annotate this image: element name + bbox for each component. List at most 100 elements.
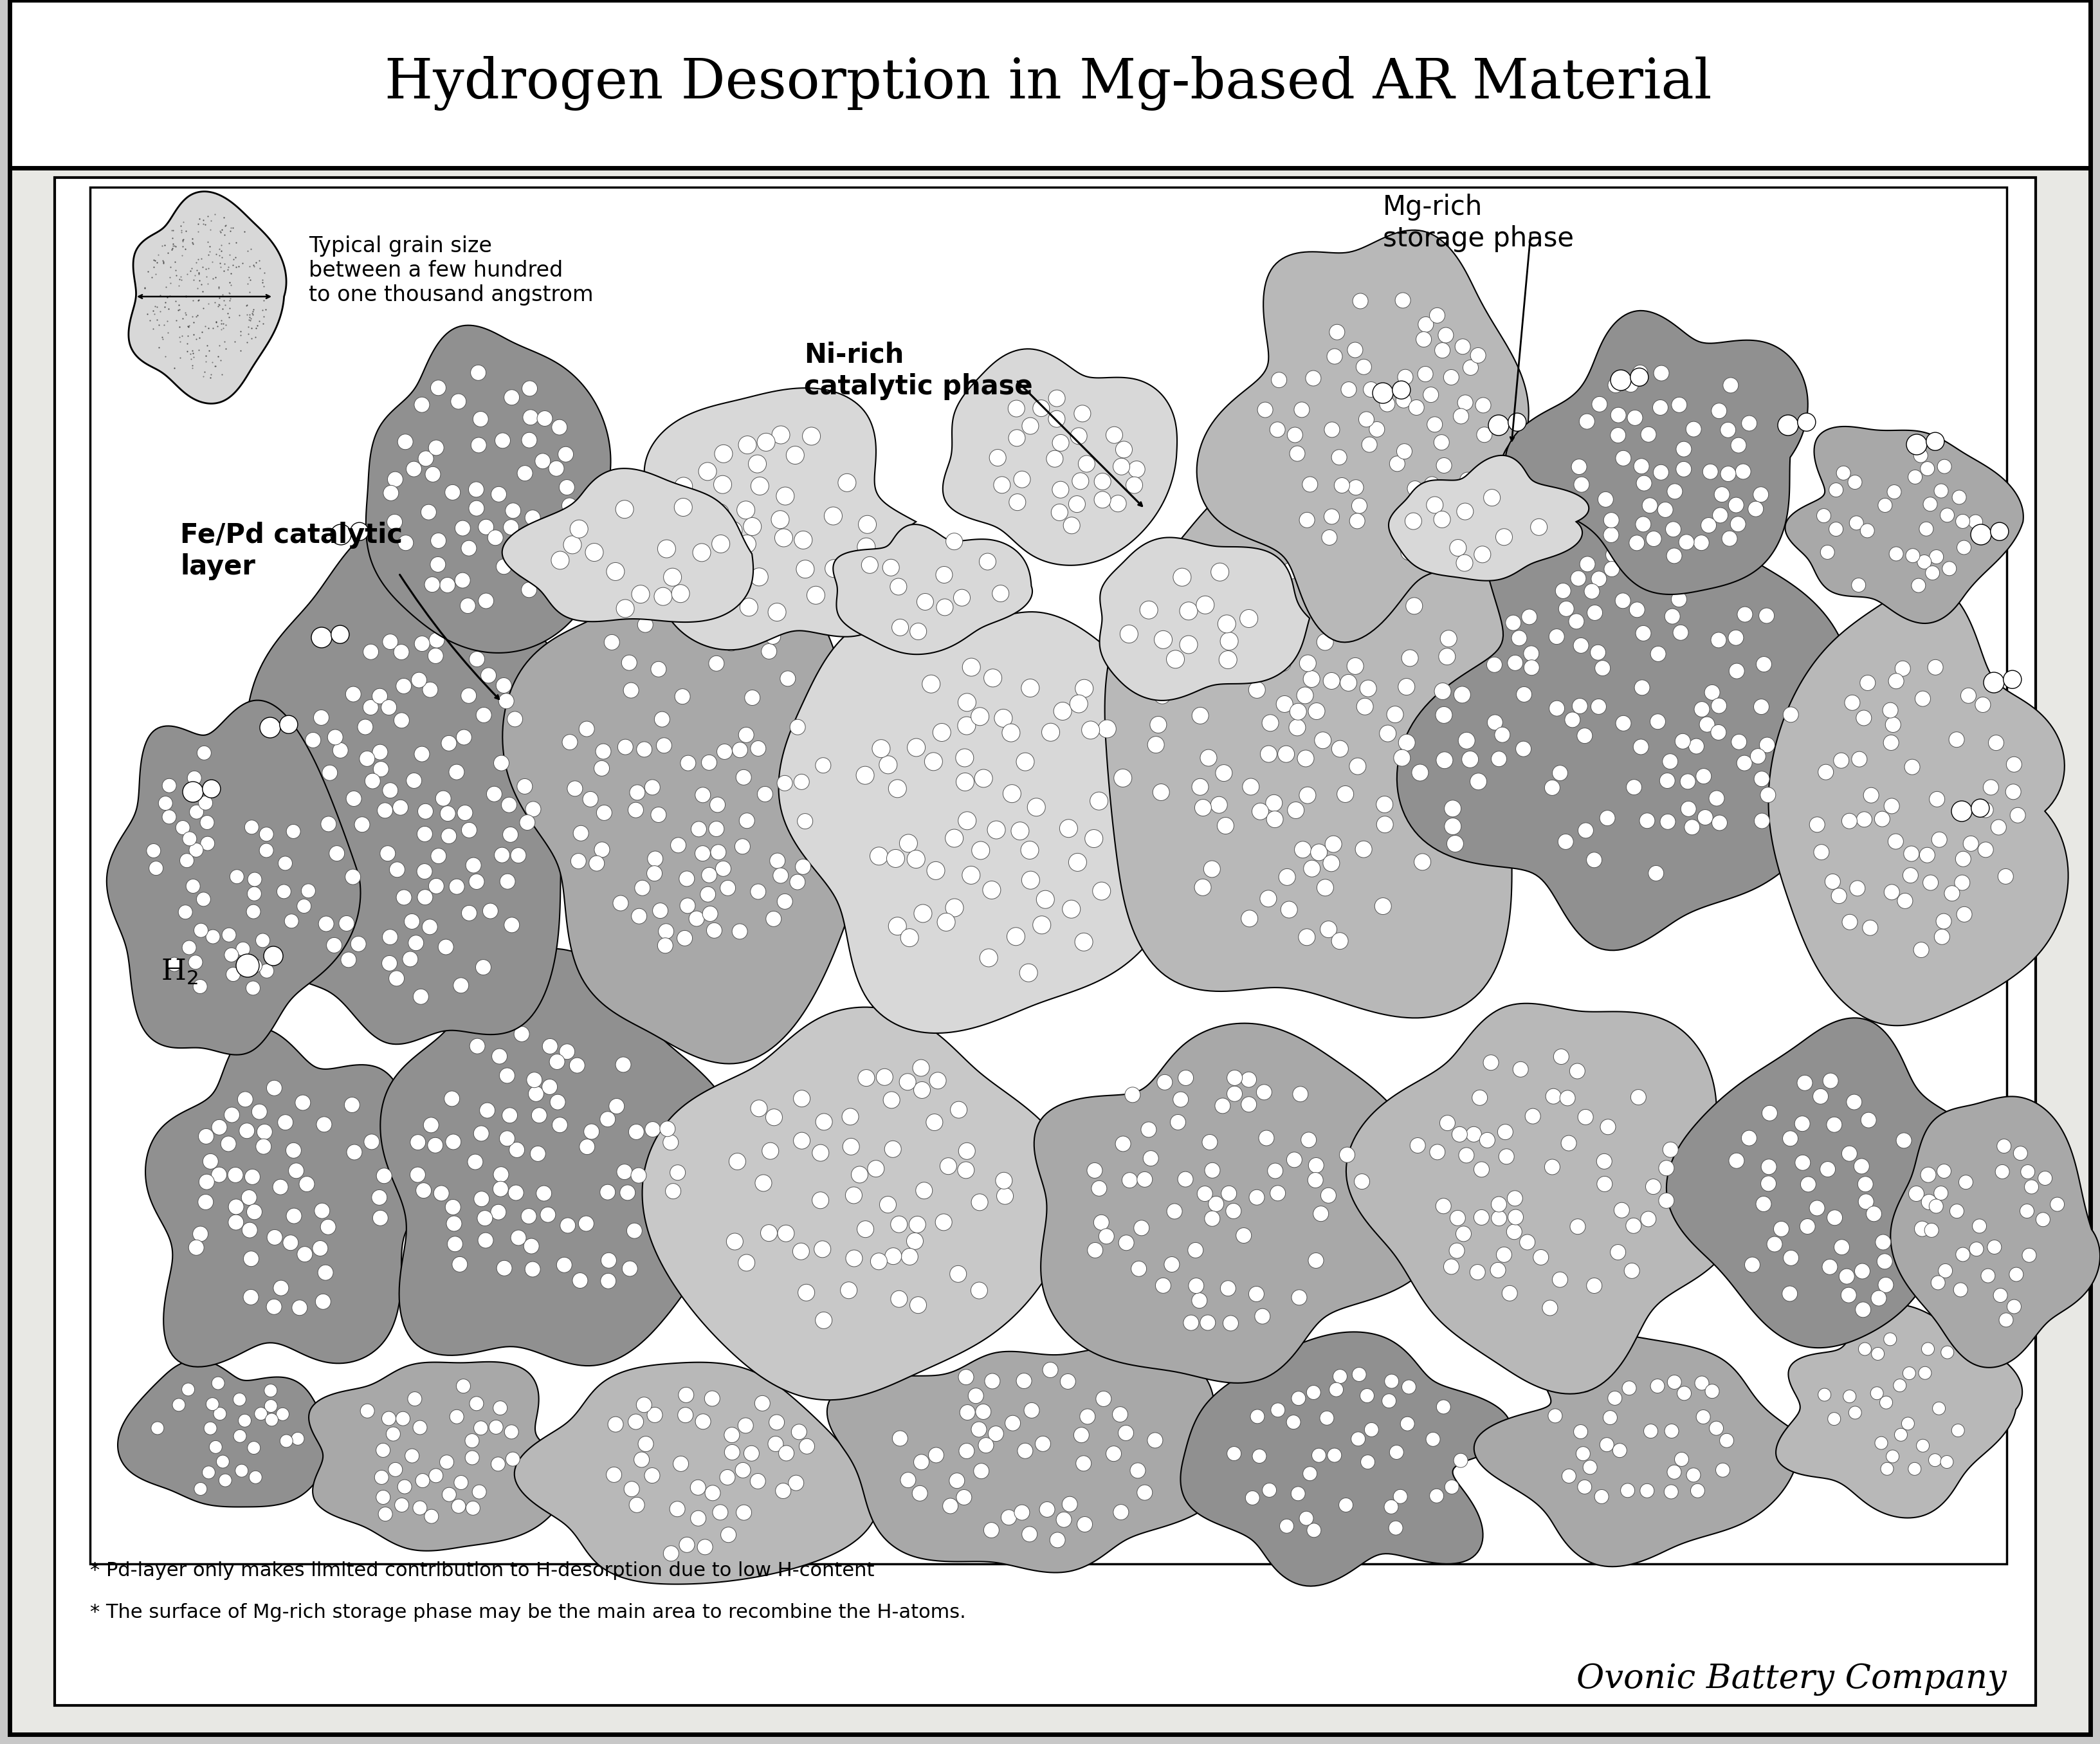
- Circle shape: [439, 940, 454, 954]
- Circle shape: [1924, 1223, 1938, 1236]
- Circle shape: [416, 1182, 430, 1198]
- Circle shape: [197, 1195, 214, 1210]
- Circle shape: [699, 462, 716, 480]
- Circle shape: [899, 834, 918, 853]
- Circle shape: [1262, 715, 1279, 731]
- Circle shape: [928, 1448, 943, 1463]
- Circle shape: [1216, 764, 1233, 781]
- Circle shape: [216, 1454, 229, 1468]
- Circle shape: [1376, 795, 1392, 813]
- Circle shape: [1113, 1505, 1128, 1519]
- Circle shape: [674, 499, 693, 516]
- Circle shape: [1092, 1181, 1107, 1196]
- Circle shape: [1327, 1448, 1342, 1461]
- Circle shape: [979, 553, 995, 570]
- Circle shape: [1779, 415, 1798, 436]
- Polygon shape: [365, 326, 611, 652]
- Circle shape: [846, 1250, 863, 1266]
- Circle shape: [246, 1168, 260, 1184]
- Circle shape: [2005, 757, 2022, 773]
- Circle shape: [708, 821, 724, 837]
- Circle shape: [491, 1205, 506, 1219]
- Circle shape: [1842, 1287, 1856, 1303]
- Circle shape: [328, 729, 342, 745]
- Circle shape: [790, 874, 804, 889]
- Circle shape: [779, 1446, 794, 1461]
- Circle shape: [422, 682, 439, 698]
- Circle shape: [405, 773, 422, 788]
- Polygon shape: [514, 1362, 878, 1584]
- Circle shape: [1109, 495, 1126, 513]
- Circle shape: [1340, 675, 1357, 691]
- Circle shape: [1642, 497, 1657, 513]
- Circle shape: [1749, 748, 1766, 764]
- Circle shape: [1695, 701, 1709, 717]
- Circle shape: [414, 746, 430, 762]
- Circle shape: [727, 560, 745, 577]
- Circle shape: [1443, 1259, 1459, 1275]
- Circle shape: [647, 865, 662, 881]
- Circle shape: [676, 931, 693, 945]
- Circle shape: [468, 481, 483, 497]
- Circle shape: [949, 1474, 964, 1488]
- Circle shape: [1842, 813, 1856, 828]
- Polygon shape: [145, 1029, 437, 1367]
- Circle shape: [1436, 1198, 1451, 1214]
- Circle shape: [502, 827, 519, 842]
- Circle shape: [1170, 1114, 1186, 1130]
- Circle shape: [1877, 1277, 1894, 1292]
- Circle shape: [326, 938, 342, 952]
- Circle shape: [958, 717, 977, 734]
- Circle shape: [1653, 399, 1667, 415]
- Circle shape: [563, 528, 578, 544]
- Circle shape: [1394, 750, 1411, 766]
- Circle shape: [1716, 1463, 1730, 1477]
- Circle shape: [1936, 1163, 1951, 1179]
- Circle shape: [449, 1409, 464, 1423]
- Circle shape: [273, 1179, 288, 1195]
- Circle shape: [477, 708, 491, 722]
- Circle shape: [1762, 1106, 1777, 1121]
- Circle shape: [1126, 476, 1142, 494]
- Circle shape: [1550, 630, 1564, 644]
- Circle shape: [1048, 391, 1065, 406]
- Circle shape: [1571, 1219, 1585, 1235]
- Circle shape: [1266, 811, 1283, 828]
- Circle shape: [1984, 671, 2003, 692]
- Circle shape: [1577, 823, 1594, 839]
- Circle shape: [1292, 1291, 1306, 1305]
- Circle shape: [1329, 1383, 1344, 1397]
- Circle shape: [1632, 1090, 1646, 1106]
- Circle shape: [1783, 1250, 1800, 1266]
- Circle shape: [1163, 1257, 1180, 1271]
- Circle shape: [1745, 1257, 1760, 1273]
- Circle shape: [1241, 1097, 1256, 1113]
- Circle shape: [256, 1125, 273, 1139]
- Circle shape: [1611, 427, 1625, 443]
- Circle shape: [260, 717, 281, 738]
- Circle shape: [527, 1073, 542, 1088]
- Circle shape: [861, 556, 878, 574]
- Circle shape: [559, 480, 575, 495]
- Circle shape: [664, 569, 682, 586]
- Circle shape: [2050, 1196, 2064, 1212]
- Circle shape: [1277, 696, 1294, 712]
- Circle shape: [1541, 1301, 1558, 1315]
- Circle shape: [1107, 1446, 1121, 1461]
- Circle shape: [1250, 1189, 1264, 1205]
- Circle shape: [1556, 582, 1571, 598]
- Circle shape: [1846, 1093, 1863, 1109]
- Circle shape: [674, 1456, 689, 1472]
- Circle shape: [752, 478, 769, 495]
- Circle shape: [1680, 774, 1695, 790]
- Circle shape: [1579, 556, 1596, 572]
- Circle shape: [548, 460, 565, 476]
- Circle shape: [397, 434, 414, 450]
- Circle shape: [1909, 469, 1922, 485]
- Circle shape: [1483, 490, 1499, 506]
- Circle shape: [1663, 549, 1678, 565]
- Circle shape: [628, 802, 643, 818]
- Circle shape: [483, 903, 498, 919]
- Circle shape: [1583, 584, 1600, 598]
- Circle shape: [487, 787, 502, 802]
